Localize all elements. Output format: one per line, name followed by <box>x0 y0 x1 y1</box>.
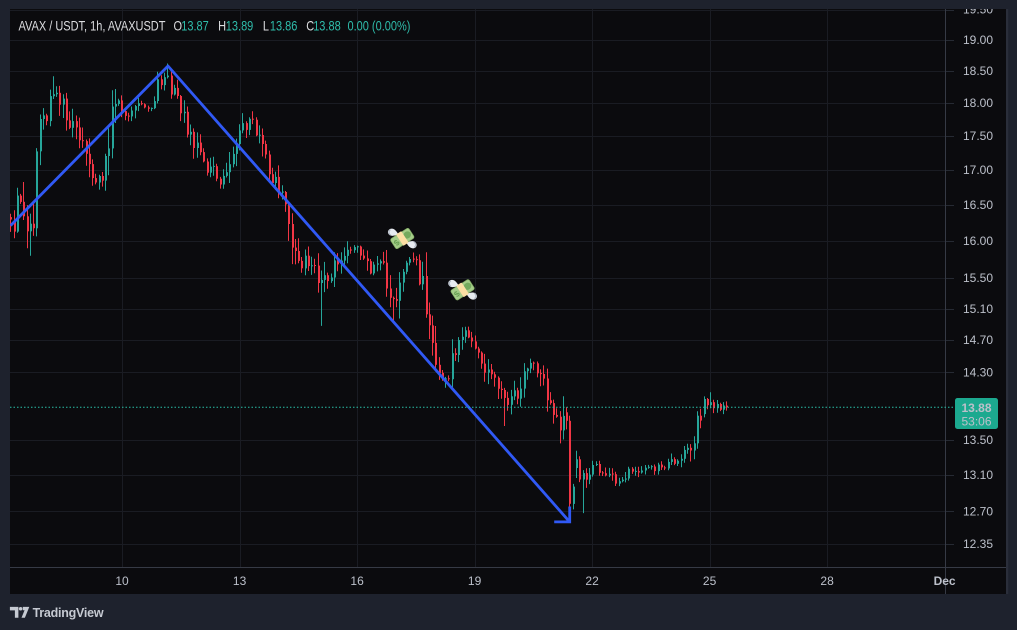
svg-text:19.00: 19.00 <box>963 33 993 47</box>
svg-text:14.30: 14.30 <box>963 366 993 380</box>
svg-text:25: 25 <box>703 574 717 588</box>
svg-text:53:06: 53:06 <box>961 415 991 429</box>
svg-text:15.50: 15.50 <box>963 271 993 285</box>
svg-text:13: 13 <box>233 574 247 588</box>
svg-text:13.87: 13.87 <box>181 19 209 34</box>
svg-text:13.86: 13.86 <box>270 19 298 34</box>
svg-text:18.00: 18.00 <box>963 96 993 110</box>
svg-text:12.35: 12.35 <box>963 537 993 551</box>
svg-text:16.00: 16.00 <box>963 234 993 248</box>
svg-text:AVAX / USDT, 1h, AVAXUSDT: AVAX / USDT, 1h, AVAXUSDT <box>19 19 166 34</box>
svg-text:22: 22 <box>585 574 599 588</box>
svg-text:$: $ <box>452 289 462 299</box>
svg-text:C: C <box>306 19 314 34</box>
svg-text:13.50: 13.50 <box>963 433 993 447</box>
svg-text:$: $ <box>392 238 402 248</box>
svg-text:15.10: 15.10 <box>963 302 993 316</box>
svg-text:H: H <box>218 19 226 34</box>
svg-text:17.50: 17.50 <box>963 129 993 143</box>
svg-text:16: 16 <box>350 574 364 588</box>
svg-text:12.70: 12.70 <box>963 504 993 518</box>
svg-text:16.50: 16.50 <box>963 198 993 212</box>
svg-text:10: 10 <box>115 574 129 588</box>
svg-text:13.88: 13.88 <box>961 401 991 415</box>
svg-text:18.50: 18.50 <box>963 64 993 78</box>
svg-text:Dec: Dec <box>934 574 956 588</box>
svg-text:19.50: 19.50 <box>963 3 993 17</box>
svg-text:13.89: 13.89 <box>226 19 254 34</box>
svg-text:13.88: 13.88 <box>313 19 341 34</box>
svg-text:L: L <box>263 19 269 34</box>
svg-text:14.70: 14.70 <box>963 333 993 347</box>
svg-text:19: 19 <box>468 574 482 588</box>
svg-text:0.00 (0.00%): 0.00 (0.00%) <box>347 19 410 34</box>
svg-text:O: O <box>173 19 182 34</box>
svg-text:17.00: 17.00 <box>963 163 993 177</box>
svg-text:TradingView: TradingView <box>33 606 104 620</box>
svg-text:13.10: 13.10 <box>963 468 993 482</box>
svg-text:28: 28 <box>820 574 834 588</box>
